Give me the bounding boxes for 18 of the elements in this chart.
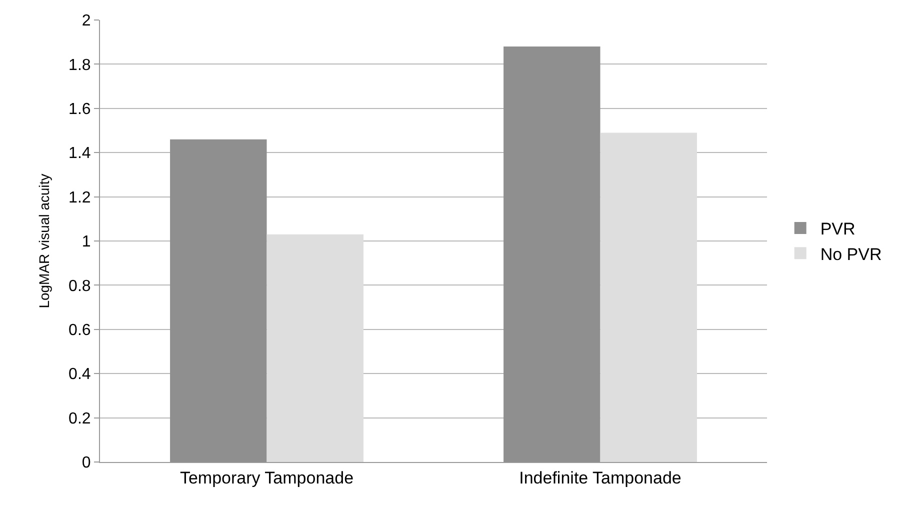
bar	[600, 132, 697, 462]
y-tick-label: 0.6	[68, 322, 91, 339]
x-tick-label: Indefinite Tamponade	[519, 468, 682, 488]
y-tick-label: 0	[82, 454, 91, 472]
y-tick-label: 0.2	[68, 410, 91, 428]
y-tick-label: 0.4	[68, 366, 91, 384]
y-tick-label: 1.6	[68, 101, 91, 118]
x-tick-label: Temporary Tamponade	[180, 468, 354, 488]
y-tick-label: 1	[82, 234, 91, 251]
y-tick-label: 0.8	[68, 278, 91, 295]
bar	[266, 234, 364, 462]
legend-label: No PVR	[820, 244, 882, 264]
y-axis-title: LogMAR visual acuity	[36, 174, 52, 308]
y-tick-label: 2	[82, 12, 91, 30]
y-tick-label: 1.2	[68, 189, 91, 206]
y-tick-label: 1.8	[68, 56, 91, 74]
legend-label: PVR	[820, 220, 856, 239]
y-tick-label: 1.4	[68, 145, 91, 162]
